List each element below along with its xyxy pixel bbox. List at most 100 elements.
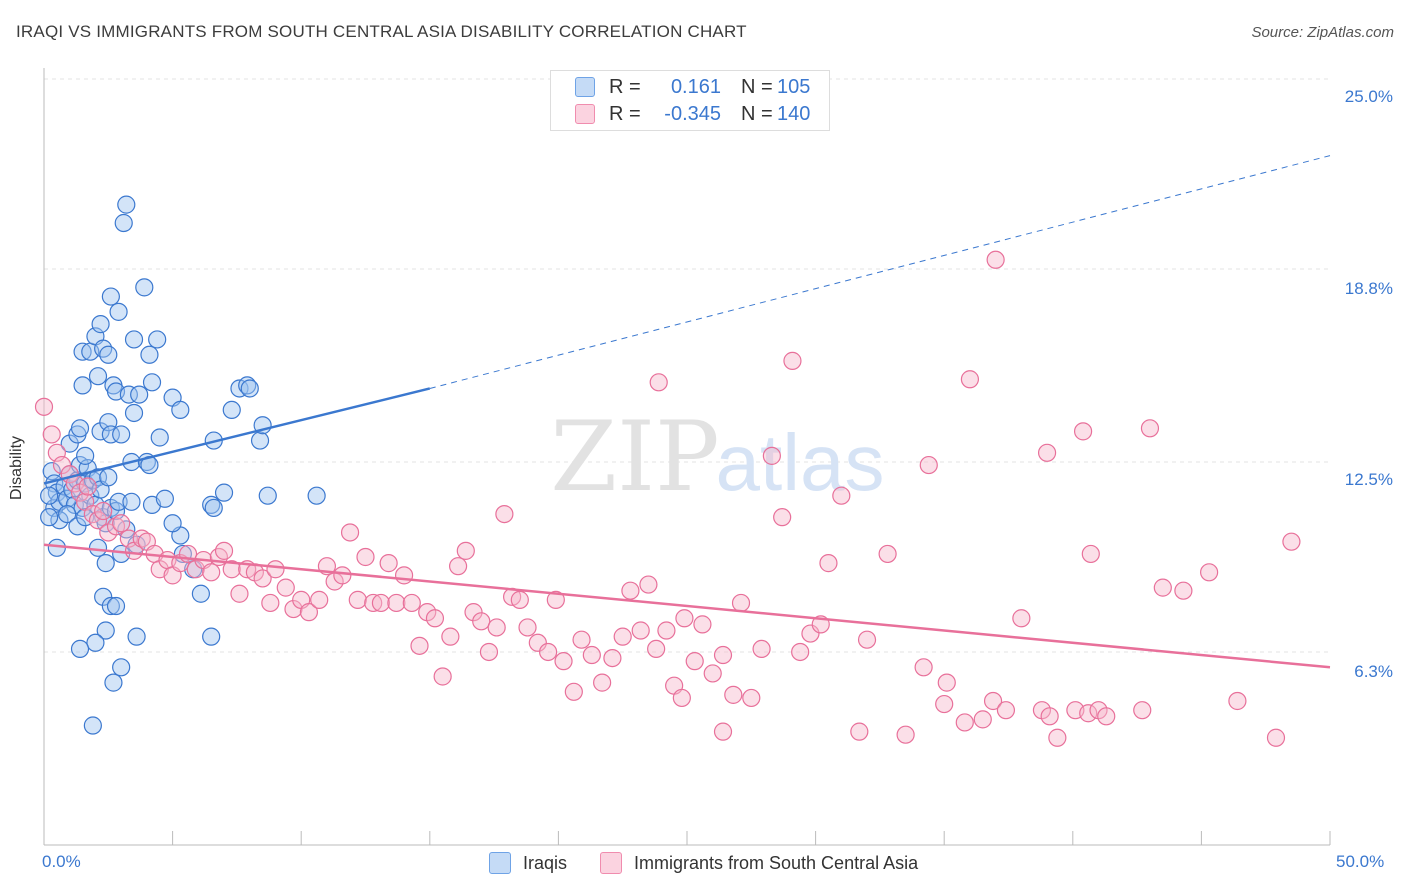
point-south-central-asia [464, 603, 483, 622]
point-south-central-asia [1079, 704, 1098, 723]
legend-swatch-pink [575, 104, 595, 124]
watermark-atlas: atlas [716, 418, 885, 507]
point-south-central-asia [425, 609, 445, 628]
point-south-central-asia [214, 541, 234, 560]
point-iraqis [70, 419, 90, 438]
point-iraqis [119, 385, 138, 404]
point-iraqis [214, 483, 234, 502]
point-iraqis [171, 400, 190, 420]
point-south-central-asia [731, 593, 751, 613]
point-iraqis [40, 486, 59, 505]
point-iraqis [104, 673, 123, 692]
point-south-central-asia [202, 563, 221, 582]
point-south-central-asia [1153, 578, 1172, 597]
point-iraqis [135, 278, 154, 297]
point-south-central-asia [230, 584, 249, 603]
point-iraqis [258, 486, 277, 505]
point-iraqis [155, 489, 174, 508]
point-south-central-asia [276, 578, 295, 597]
y-axis-title: Disability [8, 435, 25, 500]
stats-legend: R = 0.161 N = 105 R = -0.345 N = 140 [550, 70, 830, 131]
bottom-legend-south-central-asia: Immigrants from South Central Asia [600, 852, 918, 874]
point-south-central-asia [773, 508, 792, 527]
point-south-central-asia [356, 547, 375, 567]
point-iraqis [58, 504, 77, 524]
point-south-central-asia [34, 397, 54, 416]
point-south-central-asia [675, 609, 694, 628]
point-south-central-asia [657, 621, 676, 640]
series-iraqis [40, 195, 326, 735]
y-tick-label: 12.5% [1344, 470, 1393, 489]
point-south-central-asia [801, 624, 820, 643]
point-south-central-asia [791, 642, 810, 662]
point-south-central-asia [649, 373, 668, 392]
point-south-central-asia [310, 590, 329, 609]
point-south-central-asia [685, 652, 704, 671]
point-south-central-asia [299, 603, 319, 622]
n-label: N = [741, 102, 773, 125]
point-south-central-asia [487, 618, 506, 637]
point-iraqis [99, 345, 118, 364]
x-tick-label-min: 0.0% [42, 852, 81, 871]
point-south-central-asia [693, 615, 712, 634]
point-iraqis [238, 376, 257, 395]
point-south-central-asia [364, 593, 383, 613]
point-south-central-asia [593, 673, 612, 692]
point-south-central-asia [112, 514, 131, 533]
point-south-central-asia [88, 511, 108, 530]
point-iraqis [40, 508, 59, 527]
point-iraqis [83, 716, 102, 735]
point-iraqis [117, 195, 136, 214]
legend-swatch-blue [575, 77, 595, 97]
point-iraqis [109, 492, 128, 511]
point-south-central-asia [1012, 609, 1031, 628]
n-value-south-central-asia: 140 [777, 102, 811, 125]
point-iraqis [47, 538, 66, 557]
legend-row-south-central-asia: R = -0.345 N = 140 [575, 103, 810, 125]
point-south-central-asia [582, 645, 601, 665]
point-south-central-asia [402, 593, 421, 613]
point-south-central-asia [94, 501, 113, 521]
point-south-central-asia [973, 710, 992, 729]
point-south-central-asia [960, 370, 980, 389]
point-iraqis [191, 584, 210, 603]
point-iraqis [91, 315, 110, 334]
point-iraqis [76, 446, 95, 465]
point-south-central-asia [724, 685, 743, 704]
point-iraqis [101, 425, 120, 444]
r-label: R = [609, 75, 641, 98]
point-south-central-asia [1228, 691, 1247, 711]
chart-title: IRAQI VS IMMIGRANTS FROM SOUTH CENTRAL A… [16, 22, 747, 41]
point-south-central-asia [603, 648, 622, 668]
source-label: Source: ZipAtlas.com [1251, 24, 1394, 41]
x-tick-label-max: 50.0% [1336, 852, 1385, 871]
point-iraqis [150, 428, 169, 447]
point-south-central-asia [857, 630, 877, 649]
point-south-central-asia [819, 554, 838, 573]
point-iraqis [99, 468, 118, 487]
point-south-central-asia [518, 618, 537, 637]
point-south-central-asia [986, 250, 1005, 269]
point-south-central-asia [1073, 422, 1093, 441]
point-iraqis [73, 376, 92, 395]
point-south-central-asia [266, 560, 285, 579]
point-south-central-asia [42, 425, 61, 444]
y-tick-label: 25.0% [1344, 87, 1393, 106]
point-south-central-asia [983, 691, 1003, 711]
point-south-central-asia [996, 701, 1016, 720]
point-south-central-asia [919, 455, 938, 475]
point-south-central-asia [253, 569, 272, 588]
point-south-central-asia [379, 554, 398, 573]
point-south-central-asia [441, 627, 460, 646]
point-iraqis [60, 434, 79, 453]
trend-line-iraqis [43, 387, 431, 485]
watermark-zip: ZIP [550, 401, 719, 513]
point-south-central-asia [371, 593, 391, 613]
y-tick-label: 6.3% [1354, 662, 1393, 681]
point-south-central-asia [878, 544, 897, 564]
point-iraqis [68, 517, 87, 536]
point-iraqis [101, 287, 120, 306]
point-south-central-asia [1200, 563, 1219, 582]
point-iraqis [202, 627, 221, 646]
